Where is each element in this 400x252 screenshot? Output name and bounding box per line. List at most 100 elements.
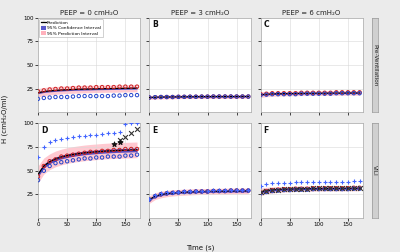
Text: Pre-Ventilation: Pre-Ventilation <box>372 44 378 86</box>
Point <box>275 181 281 185</box>
Point <box>350 91 357 95</box>
Point <box>110 154 117 159</box>
Point <box>210 189 216 193</box>
Point <box>128 147 134 151</box>
Point <box>310 92 316 96</box>
Point <box>339 186 345 190</box>
Point <box>257 184 264 188</box>
Point <box>316 187 322 191</box>
Point <box>281 92 287 96</box>
Point <box>310 91 316 95</box>
Point <box>322 92 328 96</box>
Point <box>35 178 41 182</box>
Point <box>350 90 357 94</box>
Point <box>322 186 328 190</box>
Point <box>234 188 240 193</box>
Point <box>275 188 281 193</box>
Point <box>164 191 170 195</box>
Point <box>164 95 170 99</box>
Point <box>158 95 164 99</box>
Point <box>339 91 345 95</box>
Point <box>269 189 276 193</box>
Point <box>99 155 105 160</box>
Point <box>158 191 164 195</box>
Point <box>257 191 264 195</box>
Title: PEEP = 3 cmH₂O: PEEP = 3 cmH₂O <box>171 10 229 16</box>
Point <box>41 164 47 168</box>
Point <box>158 192 164 196</box>
Point <box>99 149 105 153</box>
Point <box>257 92 264 96</box>
Point <box>134 121 140 125</box>
Point <box>110 85 117 89</box>
Point <box>52 138 59 142</box>
Point <box>198 95 205 99</box>
Point <box>152 193 158 197</box>
Point <box>198 95 205 99</box>
Point <box>152 194 158 198</box>
Point <box>105 149 111 153</box>
Point <box>210 94 216 99</box>
Point <box>110 142 117 146</box>
Point <box>105 85 111 89</box>
Point <box>93 150 100 154</box>
Point <box>304 180 310 184</box>
Point <box>122 135 128 139</box>
Point <box>275 92 281 96</box>
Point <box>193 190 199 194</box>
Point <box>345 186 351 190</box>
Point <box>110 131 117 135</box>
Point <box>175 191 182 195</box>
Text: VILI: VILI <box>372 165 378 176</box>
Point <box>327 186 334 190</box>
Point <box>41 169 47 173</box>
Point <box>286 91 293 95</box>
Point <box>46 96 53 100</box>
Point <box>193 95 199 99</box>
Point <box>257 93 264 97</box>
Point <box>228 94 234 99</box>
Point <box>76 94 82 98</box>
Point <box>322 180 328 184</box>
Point <box>298 187 304 191</box>
Point <box>116 140 123 144</box>
Point <box>269 188 276 192</box>
Point <box>152 95 158 99</box>
Point <box>263 92 270 96</box>
Point <box>228 94 234 99</box>
Point <box>257 191 264 195</box>
Point <box>310 186 316 190</box>
Point <box>281 180 287 184</box>
Point <box>316 186 322 190</box>
Point <box>263 189 270 193</box>
Point <box>228 187 234 192</box>
Point <box>204 95 211 99</box>
Point <box>122 153 128 158</box>
Point <box>216 94 222 99</box>
Point <box>281 91 287 95</box>
Point <box>99 132 105 136</box>
Point <box>339 180 345 184</box>
Point <box>35 89 41 93</box>
Point <box>234 94 240 99</box>
Point <box>216 94 222 99</box>
Point <box>239 94 246 99</box>
Point <box>292 187 299 191</box>
Point <box>345 186 351 190</box>
Point <box>99 94 105 98</box>
Point <box>128 93 134 97</box>
Point <box>128 85 134 89</box>
Point <box>275 187 281 192</box>
Point <box>122 93 128 97</box>
Point <box>116 85 123 89</box>
Point <box>175 95 182 99</box>
Point <box>269 181 276 185</box>
Point <box>99 85 105 89</box>
Point <box>245 188 252 193</box>
Point <box>175 95 182 99</box>
Point <box>87 156 94 161</box>
Point <box>187 189 193 193</box>
Point <box>304 187 310 192</box>
Point <box>281 187 287 191</box>
Point <box>333 90 340 94</box>
